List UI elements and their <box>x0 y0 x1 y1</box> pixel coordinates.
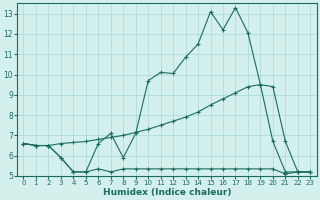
X-axis label: Humidex (Indice chaleur): Humidex (Indice chaleur) <box>103 188 231 197</box>
